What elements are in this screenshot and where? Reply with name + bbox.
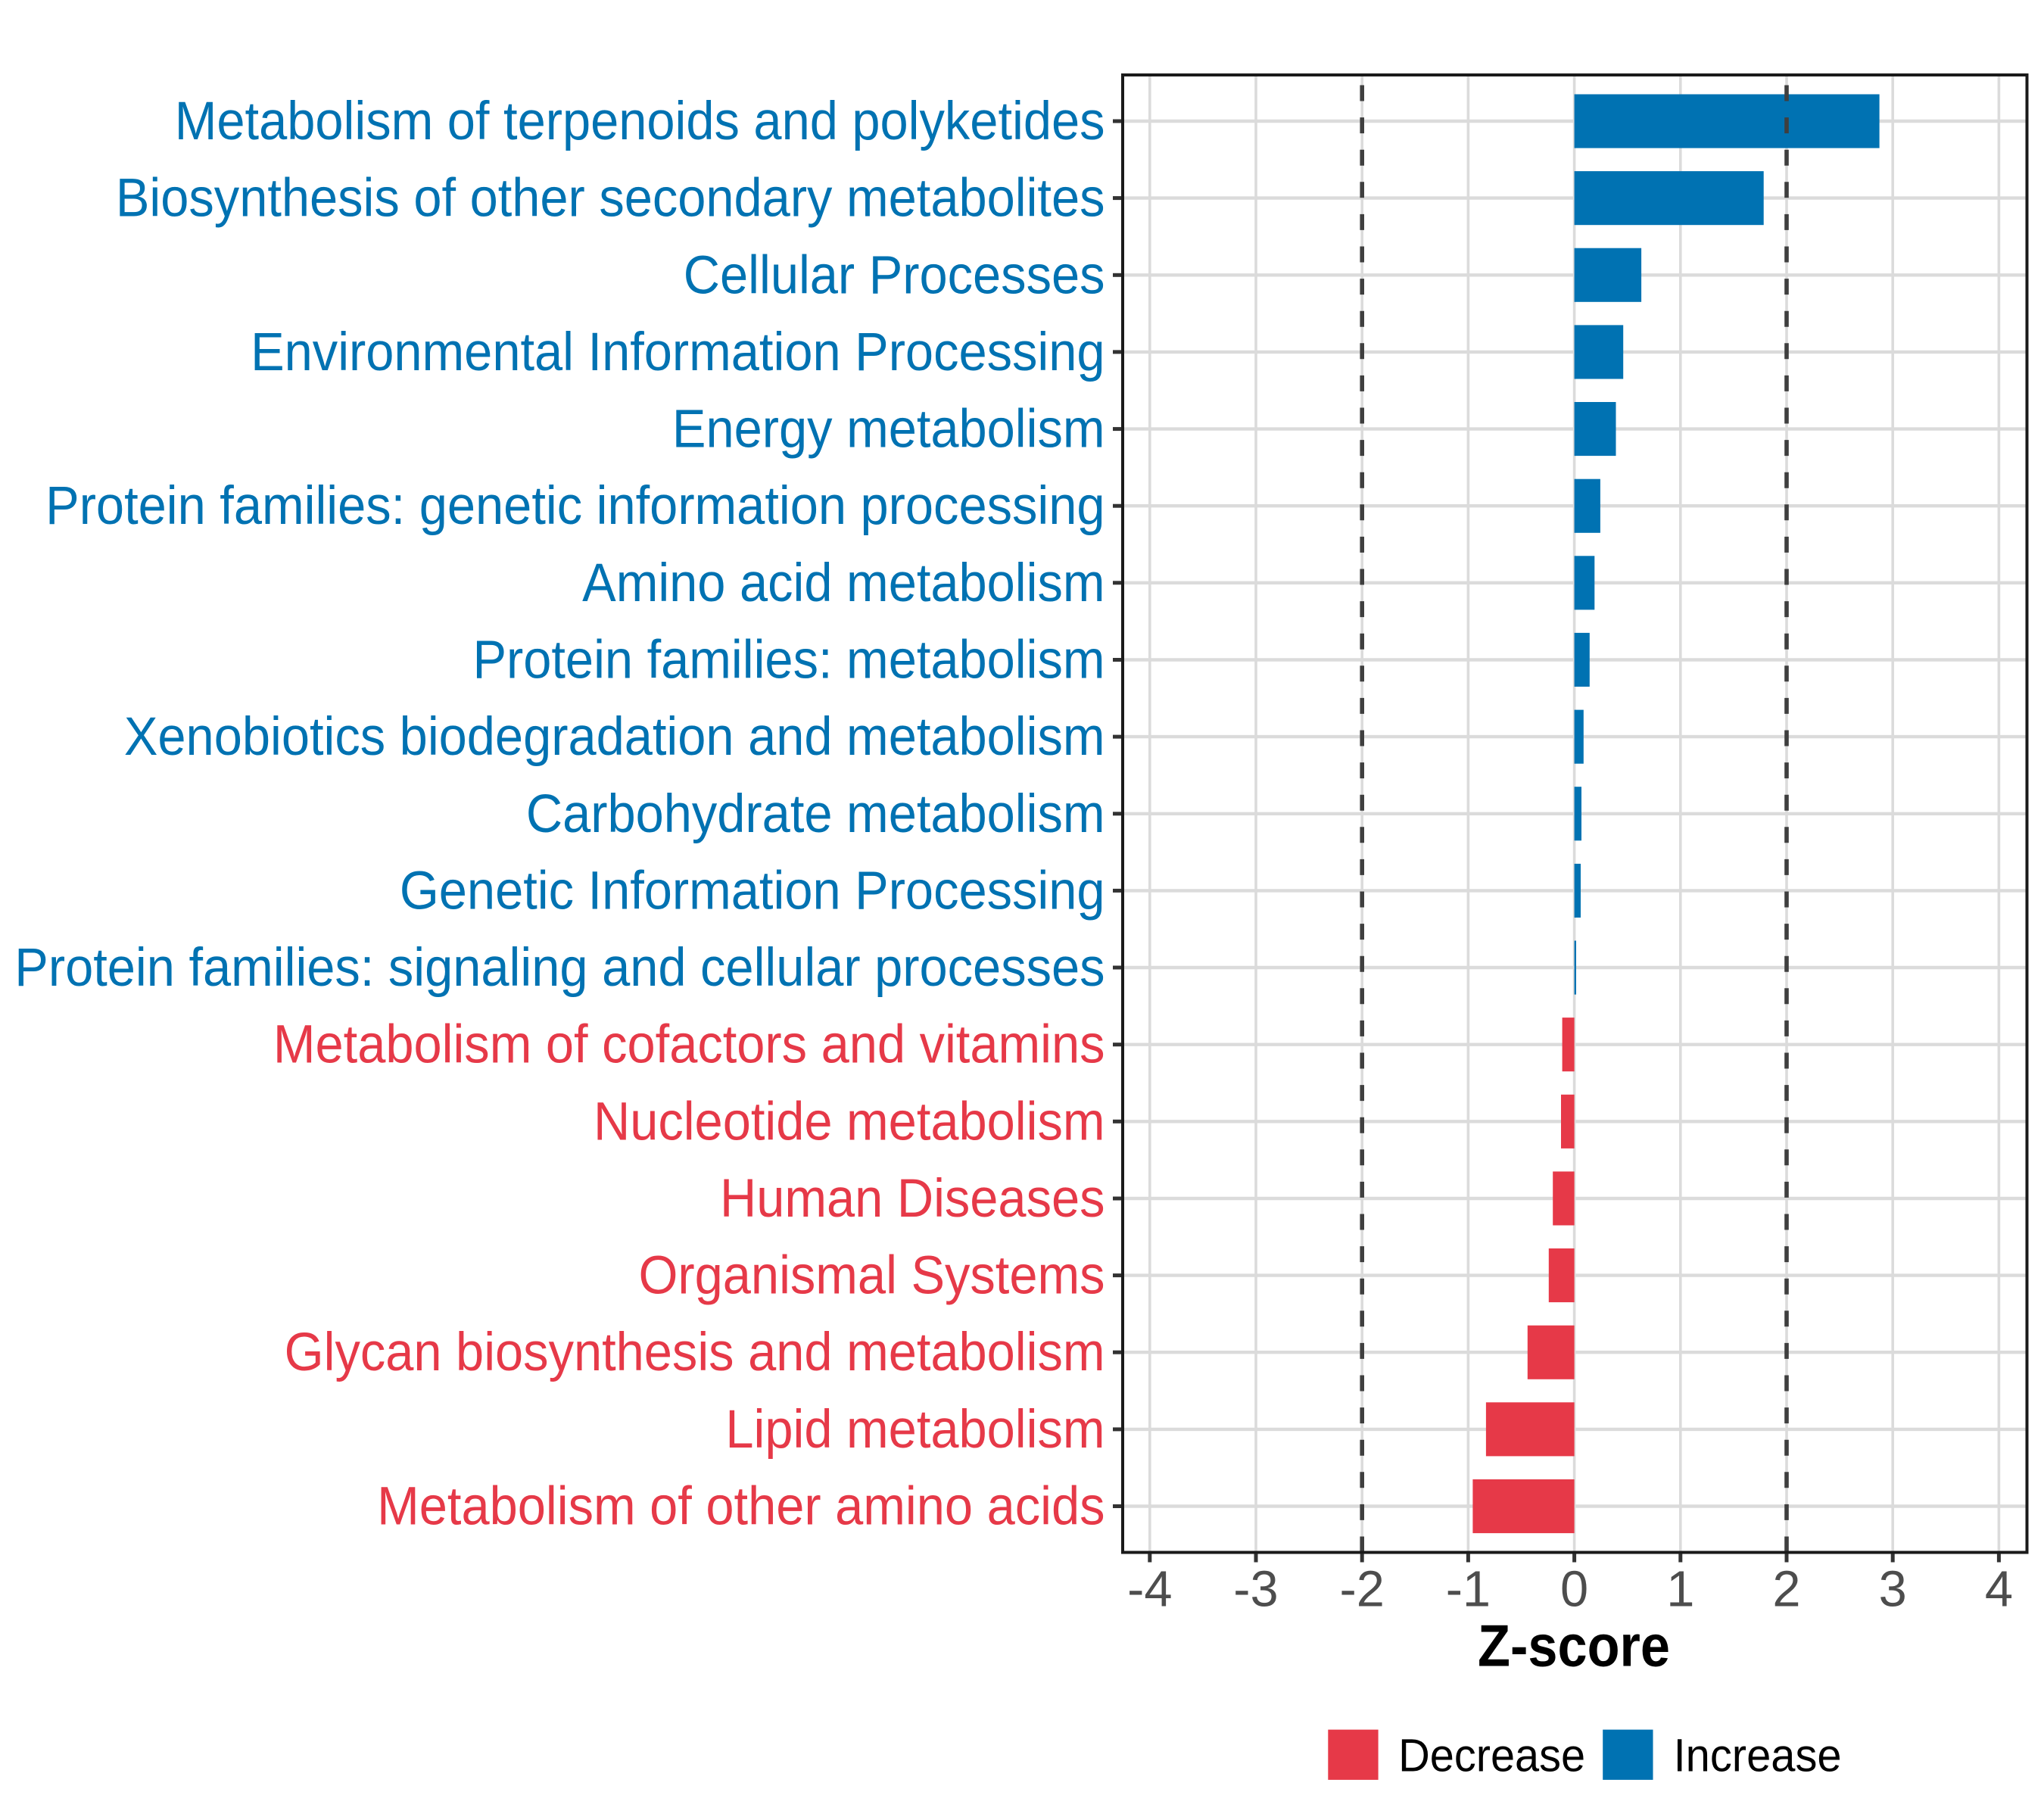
svg-text:Protein families: metabolism: Protein families: metabolism	[472, 628, 1105, 690]
svg-text:Z-score: Z-score	[1478, 1613, 1670, 1679]
svg-text:1: 1	[1666, 1562, 1694, 1618]
svg-text:-2: -2	[1339, 1562, 1384, 1618]
svg-text:0: 0	[1560, 1562, 1588, 1618]
svg-text:Lipid metabolism: Lipid metabolism	[725, 1398, 1105, 1460]
svg-text:Increase: Increase	[1674, 1730, 1842, 1781]
svg-text:Xenobiotics biodegradation and: Xenobiotics biodegradation and metabolis…	[124, 706, 1105, 767]
svg-text:Organismal Systems: Organismal Systems	[638, 1245, 1105, 1306]
svg-text:3: 3	[1879, 1562, 1907, 1618]
svg-text:-4: -4	[1127, 1562, 1172, 1618]
svg-text:Metabolism of cofactors and vi: Metabolism of cofactors and vitamins	[273, 1014, 1105, 1075]
svg-text:Genetic Information Processing: Genetic Information Processing	[400, 859, 1105, 921]
svg-text:Protein families: signaling an: Protein families: signaling and cellular…	[14, 937, 1105, 998]
svg-text:Cellular Processes: Cellular Processes	[684, 244, 1105, 305]
svg-text:-1: -1	[1446, 1562, 1491, 1618]
svg-text:4: 4	[1985, 1562, 2013, 1618]
svg-text:Decrease: Decrease	[1398, 1730, 1585, 1781]
svg-text:Glycan biosynthesis and metabo: Glycan biosynthesis and metabolism	[285, 1321, 1105, 1382]
svg-text:Metabolism of terpenoids and p: Metabolism of terpenoids and polyketides	[175, 90, 1105, 151]
svg-text:Metabolism of other amino acid: Metabolism of other amino acids	[377, 1475, 1105, 1536]
svg-text:Nucleotide metabolism: Nucleotide metabolism	[594, 1090, 1105, 1152]
svg-text:Carbohydrate metabolism: Carbohydrate metabolism	[526, 783, 1105, 844]
svg-text:2: 2	[1772, 1562, 1800, 1618]
svg-text:Energy metabolism: Energy metabolism	[672, 398, 1105, 460]
svg-text:Amino acid metabolism: Amino acid metabolism	[582, 552, 1105, 613]
svg-text:Human Diseases: Human Diseases	[720, 1167, 1105, 1229]
svg-text:-3: -3	[1233, 1562, 1278, 1618]
svg-text:Protein families: genetic info: Protein families: genetic information pr…	[45, 475, 1105, 536]
svg-text:Biosynthesis of other secondar: Biosynthesis of other secondary metaboli…	[116, 167, 1105, 229]
svg-text:Environmental Information Proc: Environmental Information Processing	[251, 321, 1105, 382]
